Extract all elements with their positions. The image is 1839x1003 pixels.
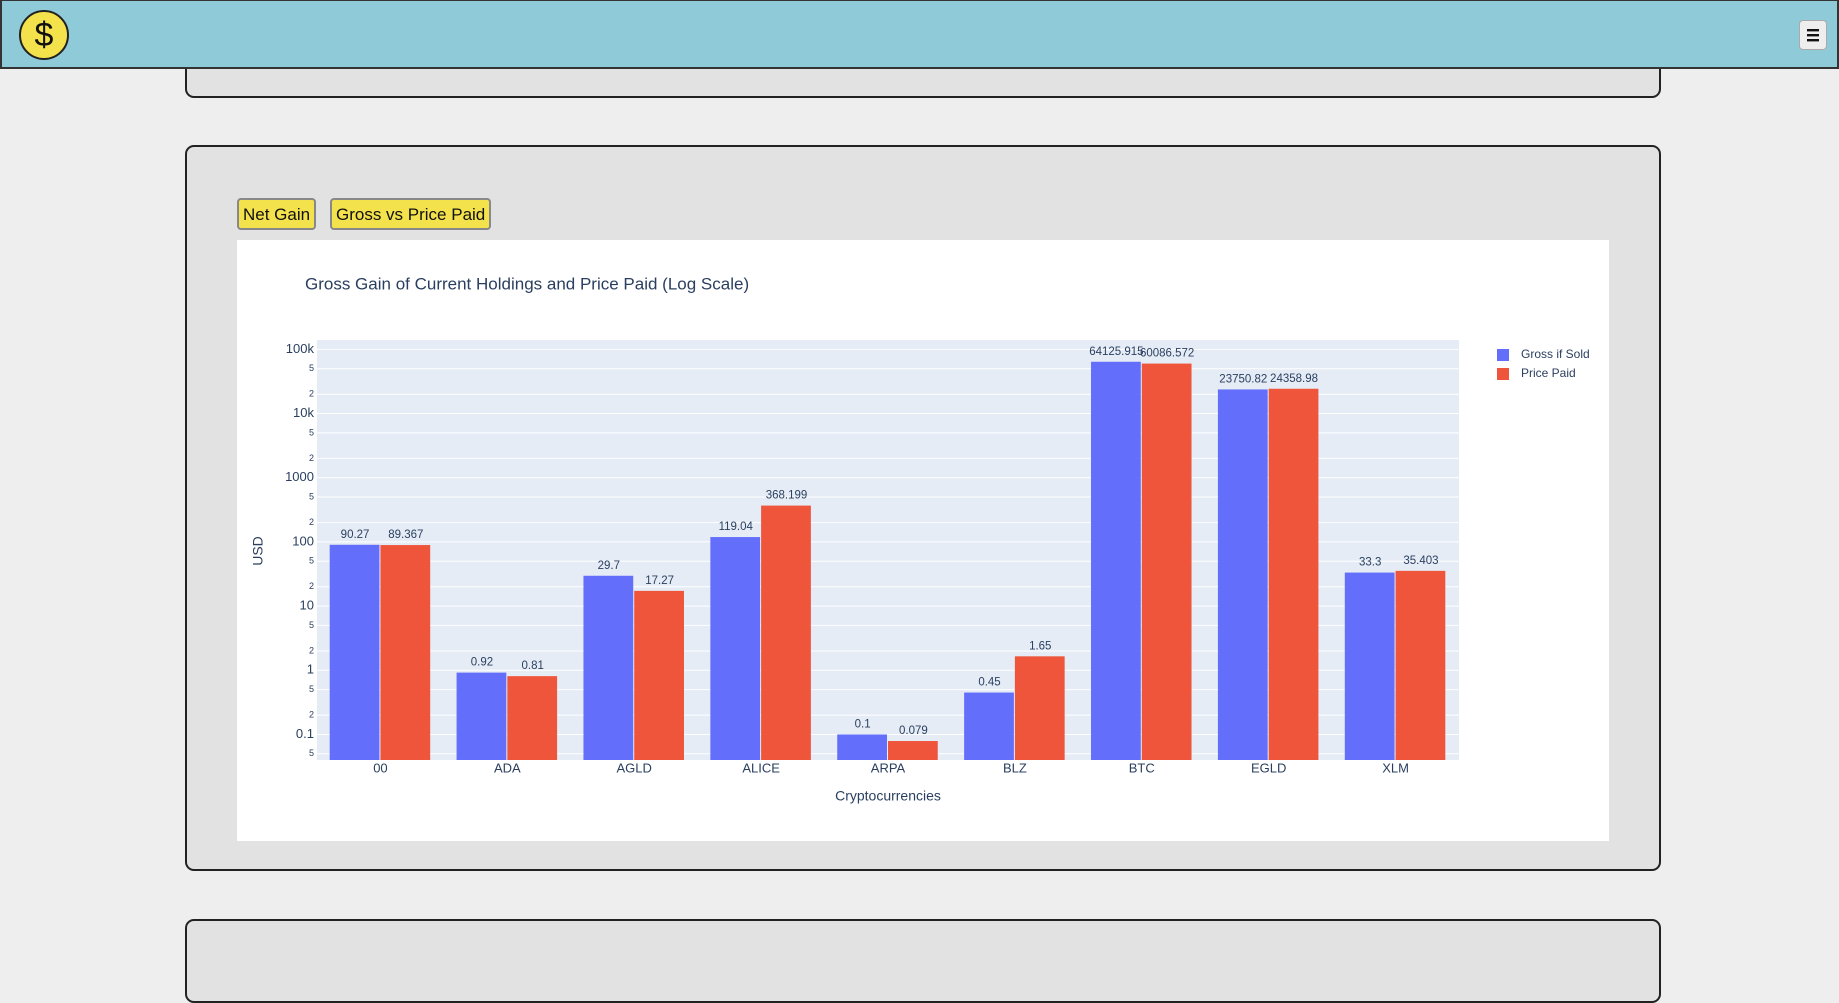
net-gain-button[interactable]: Net Gain — [237, 198, 317, 230]
data-label: 33.3 — [1359, 557, 1381, 569]
bar — [761, 505, 811, 760]
chart: Gross Gain of Current Holdings and Price… — [237, 240, 1609, 841]
y-tick-label: 100 — [292, 533, 314, 548]
bar — [456, 672, 507, 760]
bar — [1091, 361, 1141, 760]
data-label: 0.81 — [522, 660, 544, 672]
x-tick-label: EGLD — [1251, 760, 1286, 775]
x-tick-label: 00 — [373, 760, 387, 775]
legend-label: Price Paid — [1521, 366, 1576, 380]
y-tick-label: 5 — [309, 491, 314, 501]
legend-label: Gross if Sold — [1521, 347, 1590, 361]
bar — [583, 575, 634, 760]
x-tick-label: XLM — [1382, 760, 1409, 775]
bar — [710, 537, 761, 760]
bar — [1395, 570, 1446, 760]
y-tick-label: 2 — [309, 710, 314, 720]
data-label: 0.1 — [855, 718, 871, 730]
gross-vs-paid-button[interactable]: Gross vs Price Paid — [330, 198, 492, 230]
y-tick-label: 2 — [309, 517, 314, 527]
data-label: 60086.572 — [1140, 348, 1194, 360]
data-label: 29.7 — [598, 560, 620, 572]
y-tick-label: 0.1 — [296, 726, 314, 741]
bar — [634, 590, 684, 760]
y-tick-label: 5 — [309, 684, 314, 694]
bar — [380, 545, 431, 760]
data-label: 17.27 — [645, 575, 674, 587]
x-tick-label: AGLD — [617, 760, 652, 775]
bar — [964, 692, 1014, 760]
x-tick-label: ALICE — [742, 760, 780, 775]
y-tick-label: 100k — [286, 341, 315, 356]
y-tick-label: 1 — [307, 662, 314, 677]
y-tick-label: 10k — [293, 405, 314, 420]
y-tick-label: 5 — [309, 620, 314, 630]
logo[interactable]: $ — [19, 10, 69, 60]
legend-swatch — [1497, 368, 1509, 380]
x-tick-label: BTC — [1129, 760, 1155, 775]
x-tick-label: ADA — [494, 760, 521, 775]
x-tick-label: BLZ — [1003, 760, 1027, 775]
menu-icon — [1807, 29, 1819, 42]
data-label: 90.27 — [341, 529, 370, 541]
header: $ — [0, 0, 1839, 69]
bar — [507, 676, 558, 760]
y-tick-label: 2 — [309, 389, 314, 399]
data-label: 368.199 — [766, 490, 808, 502]
y-tick-label: 2 — [309, 581, 314, 591]
y-axis-title: USD — [250, 536, 266, 566]
x-axis-title: Cryptocurrencies — [835, 788, 941, 804]
bar — [329, 544, 380, 760]
legend-swatch — [1497, 349, 1509, 361]
bar — [1014, 656, 1065, 760]
data-label: 24358.98 — [1270, 373, 1318, 385]
y-tick-label: 1000 — [285, 469, 314, 484]
menu-button[interactable] — [1799, 20, 1827, 50]
data-label: 89.367 — [388, 529, 423, 541]
data-label: 0.45 — [978, 677, 1000, 689]
y-tick-label: 5 — [309, 363, 314, 373]
data-label: 0.92 — [471, 657, 493, 669]
data-label: 35.403 — [1403, 555, 1438, 567]
y-tick-label: 10 — [300, 598, 314, 613]
y-tick-label: 2 — [309, 453, 314, 463]
bottom-panel — [185, 919, 1661, 1003]
bar — [1268, 388, 1319, 760]
bar — [1141, 363, 1192, 760]
bar — [1217, 389, 1268, 760]
x-tick-label: ARPA — [871, 760, 906, 775]
y-tick-label: 5 — [309, 556, 314, 566]
y-tick-label: 5 — [309, 748, 314, 758]
bar — [888, 741, 938, 760]
data-label: 0.079 — [899, 725, 928, 737]
data-label: 119.04 — [719, 521, 754, 533]
y-tick-label: 2 — [309, 645, 314, 655]
data-label: 1.65 — [1029, 640, 1051, 652]
data-label: 64125.915 — [1089, 346, 1143, 358]
data-label: 23750.82 — [1219, 373, 1267, 385]
bar — [837, 734, 887, 760]
y-tick-label: 5 — [309, 427, 314, 437]
chart-title: Gross Gain of Current Holdings and Price… — [305, 274, 749, 293]
bar — [1344, 572, 1395, 760]
